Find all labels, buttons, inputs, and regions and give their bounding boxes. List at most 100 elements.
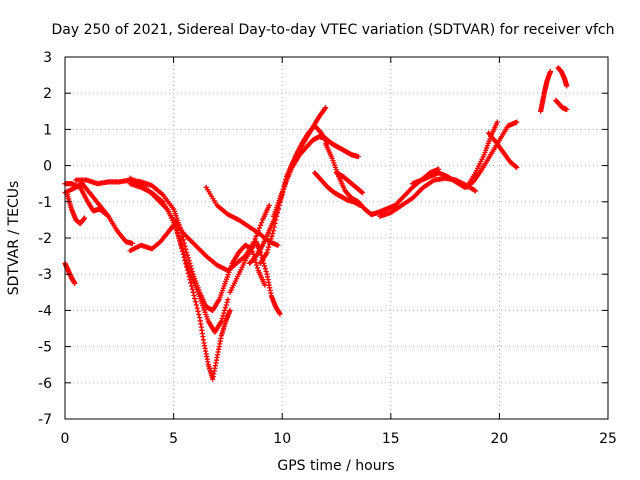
data-point — [220, 313, 226, 319]
data-point — [177, 238, 183, 244]
y-tick-label: -7 — [38, 412, 52, 428]
data-point — [256, 225, 262, 231]
data-point — [194, 305, 200, 311]
series-arc-7 — [127, 175, 231, 335]
data-point — [253, 259, 259, 266]
x-tick-label: 15 — [382, 431, 400, 447]
series-arc-18 — [377, 175, 479, 219]
data-point — [196, 311, 202, 318]
data-point — [181, 251, 187, 257]
y-tick-label: -4 — [38, 303, 52, 319]
x-tick-label: 20 — [490, 431, 508, 447]
data-point — [189, 268, 195, 275]
data-point — [182, 254, 188, 260]
grid-layer — [65, 57, 608, 419]
data-point — [179, 246, 185, 252]
data-point — [357, 202, 363, 209]
data-point — [184, 262, 190, 268]
data-point — [129, 240, 135, 247]
data-point — [254, 265, 261, 271]
data-point — [188, 266, 195, 272]
data-point — [225, 296, 231, 303]
series-arc-16 — [312, 170, 363, 209]
data-point — [257, 222, 264, 228]
data-point — [174, 229, 181, 236]
series-arc-4 — [62, 260, 78, 286]
y-tick-label: -2 — [38, 231, 52, 247]
x-tick-label: 5 — [169, 431, 178, 447]
data-point — [266, 241, 273, 247]
series-arc-8 — [127, 222, 177, 254]
data-point — [175, 232, 181, 238]
data-point — [180, 237, 186, 243]
data-point — [193, 302, 200, 308]
data-point — [223, 302, 229, 308]
data-point — [547, 68, 554, 75]
data-point — [195, 308, 201, 314]
data-point — [513, 164, 519, 170]
data-point — [258, 220, 265, 226]
data-point — [252, 236, 258, 242]
data-point — [192, 299, 199, 305]
series-arc-20 — [464, 119, 500, 190]
data-point — [224, 299, 230, 305]
data-point — [173, 227, 180, 233]
data-point — [262, 282, 268, 288]
data-point — [323, 105, 329, 111]
data-point — [189, 286, 195, 292]
series-arc-5 — [73, 177, 268, 313]
data-point — [270, 230, 276, 237]
data-point — [266, 244, 272, 250]
series-arc-14 — [270, 134, 361, 219]
x-tick-label: 10 — [273, 431, 291, 447]
data-point — [180, 248, 186, 255]
y-tick-label: -6 — [38, 376, 52, 392]
series-arc-24 — [553, 97, 570, 113]
points-layer — [62, 65, 570, 382]
data-point — [176, 235, 182, 241]
data-point — [265, 247, 271, 253]
data-point — [262, 266, 268, 272]
data-point — [81, 215, 88, 221]
data-point — [472, 188, 479, 194]
y-tick-label: 0 — [43, 159, 52, 175]
data-point — [178, 243, 185, 249]
data-point — [270, 228, 277, 234]
data-point — [184, 249, 190, 256]
data-point — [266, 202, 272, 209]
x-tick-label: 25 — [599, 431, 617, 447]
data-point — [494, 119, 500, 125]
data-point — [254, 262, 260, 268]
data-point — [514, 119, 520, 125]
data-point — [227, 307, 233, 313]
data-point — [182, 257, 189, 263]
data-point — [185, 265, 191, 271]
data-point — [263, 268, 269, 275]
data-point — [219, 315, 225, 322]
y-tick-label: 2 — [43, 86, 52, 102]
data-point — [564, 83, 570, 89]
data-point — [72, 280, 78, 286]
series-arc-17 — [333, 170, 366, 196]
data-point — [355, 153, 361, 160]
chart-title: Day 250 of 2021, Sidereal Day-to-day VTE… — [51, 22, 614, 38]
y-tick-label: 3 — [43, 50, 52, 66]
data-point — [267, 239, 273, 245]
data-point — [264, 249, 270, 256]
data-point — [277, 311, 283, 317]
data-point — [191, 292, 197, 299]
series-arc-22 — [538, 68, 554, 114]
series-arc-21 — [485, 130, 520, 171]
data-point — [188, 263, 194, 269]
data-point — [261, 263, 268, 269]
ticks-layer: 0 5 10 15 20 25 -7 -6 -5 -4 -3 -2 -1 0 1 2 3 — [38, 50, 617, 447]
series-arc-6 — [127, 181, 233, 382]
data-point — [268, 236, 274, 242]
data-point — [188, 283, 195, 289]
data-point — [269, 233, 275, 239]
series-arc-23 — [555, 65, 570, 89]
data-point — [183, 259, 189, 266]
y-tick-label: -1 — [38, 195, 52, 211]
data-point — [253, 233, 259, 239]
